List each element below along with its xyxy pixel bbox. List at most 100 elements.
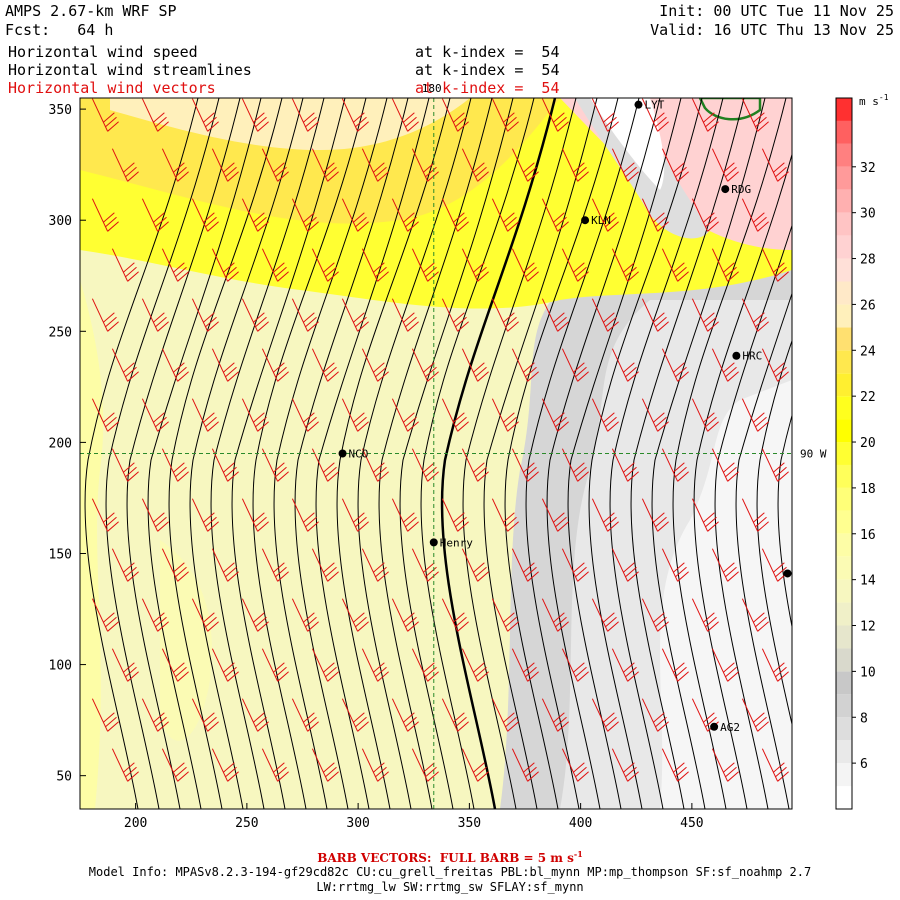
barb-flag: [353, 412, 365, 423]
wind-barb: [511, 248, 539, 282]
station-marker: LYT: [634, 99, 665, 112]
axes: 200 250 300 350 400 450 50 100 150 200 250 300 350: [49, 103, 704, 831]
streamline: [273, 98, 388, 809]
barb-staff: [111, 448, 129, 482]
barb-flag: [755, 416, 767, 428]
wind-barb: [391, 98, 419, 132]
barb-flag: [273, 362, 285, 373]
wind-barb: [141, 398, 169, 432]
barb-flag: [473, 562, 485, 573]
barb-flag: [253, 112, 265, 123]
barb-flag: [725, 566, 737, 578]
barb-flag: [175, 466, 187, 478]
wind-barb: [411, 548, 439, 582]
barb-flag: [405, 316, 417, 328]
barb-staff: [411, 648, 429, 682]
barb-staff: [211, 648, 229, 682]
wind-barb: [761, 348, 789, 382]
wind-barb: [411, 248, 439, 282]
barb-flag: [107, 521, 119, 532]
wind-barb: [441, 698, 469, 732]
model-info-line2: LW:rrtmg_lw SW:rrtmg_sw SFLAY:sf_mynn: [316, 880, 584, 894]
barb-flag: [225, 266, 237, 278]
barb-staff: [411, 348, 429, 382]
barb-flag: [175, 366, 187, 378]
barb-flag: [157, 321, 169, 332]
barb-flag: [155, 116, 167, 128]
barb-staff: [711, 448, 729, 482]
barb-staff: [91, 498, 109, 532]
streamline: [126, 98, 241, 809]
barb-flag: [577, 271, 589, 282]
barb-flag: [457, 721, 469, 732]
barb-staff: [391, 498, 409, 532]
wind-barb: [141, 298, 169, 332]
barb-flag: [173, 362, 185, 373]
barb-flag: [403, 412, 415, 423]
wind-barb: [261, 248, 289, 282]
barb-flag: [303, 612, 315, 623]
barb-flag: [207, 221, 219, 232]
barb-flag: [675, 366, 687, 378]
wind-barb: [741, 98, 769, 132]
barb-staff: [291, 398, 309, 432]
colorbar-swatch: [836, 648, 852, 672]
barb-flag: [207, 421, 219, 432]
barb-staff: [741, 498, 759, 532]
barb-flag: [577, 371, 589, 382]
barb-flag: [653, 212, 665, 223]
barb-flag: [223, 762, 235, 773]
barb-flag: [407, 321, 419, 332]
barb-staff: [491, 98, 509, 132]
barb-flag: [575, 766, 587, 778]
wind-barb: [161, 148, 189, 182]
barb-flag: [275, 366, 287, 378]
wind-barb: [341, 198, 369, 232]
wind-barb: [461, 248, 489, 282]
barb-flag: [357, 121, 369, 132]
wind-barb: [661, 448, 689, 482]
barb-flag: [625, 766, 637, 778]
station-marker: [783, 569, 792, 578]
barb-flag: [755, 516, 767, 528]
streamline: [546, 98, 661, 809]
barb-staff: [391, 98, 409, 132]
barb-flag: [553, 712, 565, 723]
barb-flag: [323, 362, 335, 373]
wind-barb: [191, 298, 219, 332]
barb-flag: [203, 112, 215, 123]
streamline: [294, 98, 409, 809]
barb-flag: [757, 621, 769, 632]
barb-flag: [173, 662, 185, 673]
barb-flag: [325, 266, 337, 278]
barb-flag: [675, 766, 687, 778]
barb-flag: [373, 362, 385, 373]
barb-flag: [203, 212, 215, 223]
barb-flag: [225, 466, 237, 478]
barb-staff: [491, 498, 509, 532]
barb-staff: [691, 498, 709, 532]
wind-barb: [461, 448, 489, 482]
colorbar: 6 8 10 12 14 16 18 20 22 24 26 28 30 32: [835, 97, 876, 810]
barb-flag: [105, 616, 117, 628]
barb-flag: [105, 316, 117, 328]
barb-flag: [455, 616, 467, 628]
colorbar-swatch: [836, 694, 852, 718]
barb-flag: [723, 262, 735, 273]
wind-barb: [391, 498, 419, 532]
barb-flag: [257, 421, 269, 432]
barb-staff: [541, 498, 559, 532]
barb-flag: [377, 271, 389, 282]
barb-flag: [223, 262, 235, 273]
barb-flag: [655, 616, 667, 628]
barb-flag: [607, 421, 619, 432]
barb-flag: [277, 671, 289, 682]
barb-flag: [157, 521, 169, 532]
barb-flag: [457, 321, 469, 332]
station-label: RDG: [731, 183, 751, 196]
barb-flag: [507, 121, 519, 132]
barb-flag: [557, 321, 569, 332]
barb-staff: [541, 598, 559, 632]
barb-flag: [375, 266, 387, 278]
barb-flag: [755, 616, 767, 628]
